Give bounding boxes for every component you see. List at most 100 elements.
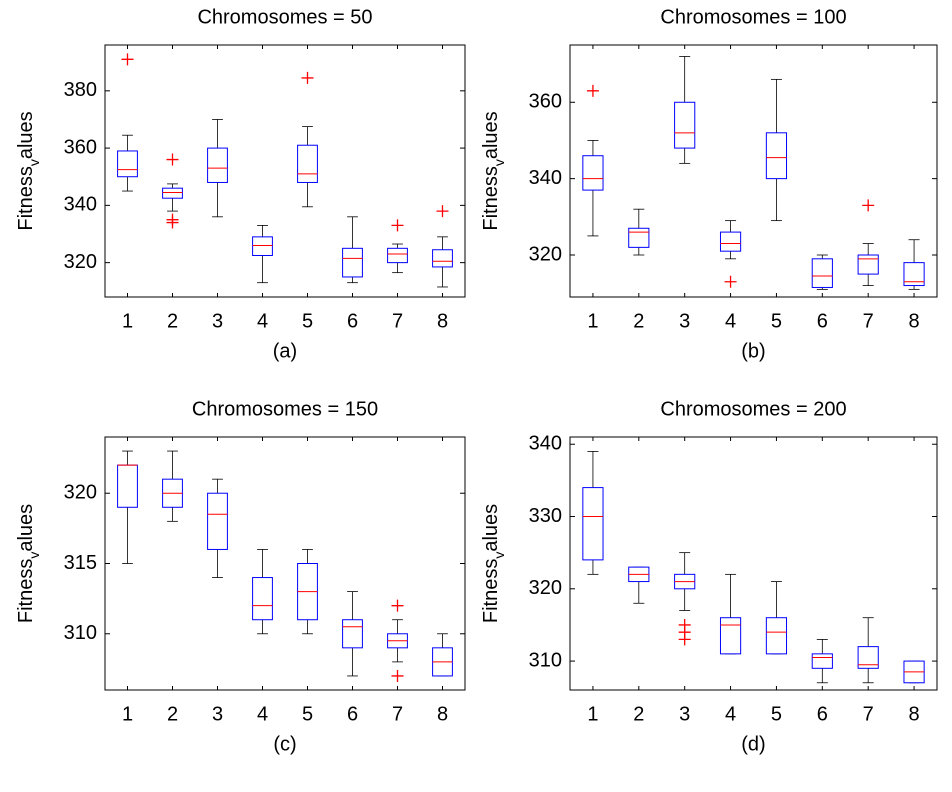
outlier	[301, 71, 314, 84]
caption: (b)	[741, 340, 765, 362]
x-tick-label: 5	[771, 310, 782, 332]
x-tick-label: 2	[633, 310, 644, 332]
box	[719, 617, 742, 655]
y-axis-label-part: v	[26, 552, 42, 559]
outlier	[166, 216, 179, 229]
y-tick-label: 320	[529, 243, 562, 265]
x-tick-label: 8	[437, 703, 448, 725]
y-tick-label: 310	[529, 649, 562, 671]
y-tick-label: 310	[64, 622, 97, 644]
box	[628, 227, 650, 248]
x-tick-label: 5	[302, 310, 313, 332]
x-tick-label: 4	[725, 310, 736, 332]
y-axis-label-part: Fitness	[480, 559, 502, 623]
x-tick-label: 4	[257, 703, 268, 725]
box	[432, 249, 453, 268]
box	[582, 487, 604, 561]
x-tick-label: 8	[909, 310, 920, 332]
box	[674, 101, 696, 149]
box	[387, 247, 408, 264]
outlier	[391, 599, 404, 612]
outlier	[724, 275, 737, 288]
x-tick-label: 5	[302, 703, 313, 725]
x-tick-label: 6	[817, 703, 828, 725]
x-tick-label: 1	[587, 310, 598, 332]
axes-frame	[104, 44, 466, 298]
box	[207, 492, 228, 550]
x-tick-label: 7	[863, 703, 874, 725]
x-tick-label: 3	[212, 310, 223, 332]
y-tick-label: 320	[64, 251, 97, 273]
x-tick-label: 5	[771, 703, 782, 725]
y-axis-label-part: alues	[480, 504, 502, 552]
caption: (a)	[273, 340, 297, 362]
box	[117, 464, 138, 508]
x-tick-label: 1	[122, 310, 133, 332]
y-tick-label: 360	[529, 91, 562, 113]
box	[162, 187, 183, 199]
x-tick-label: 7	[392, 310, 403, 332]
x-tick-label: 6	[347, 310, 358, 332]
outlier	[391, 669, 404, 682]
y-axis-label: Fitnessvalues	[480, 504, 506, 623]
panel: Chromosomes = 100 (b) Fitnessvalues 320 340 3…	[480, 6, 938, 362]
box	[765, 132, 788, 180]
panel-title: Chromosomes = 50	[197, 6, 372, 28]
y-tick-label: 340	[529, 167, 562, 189]
box	[719, 231, 742, 252]
outlier	[678, 633, 691, 646]
y-axis-label-part: alues	[15, 504, 37, 552]
panel-title: Chromosomes = 150	[192, 398, 378, 420]
y-axis-label-part: v	[491, 159, 507, 166]
box	[903, 262, 925, 287]
y-tick-label: 330	[529, 505, 562, 527]
y-axis-label-part: Fitness	[15, 166, 37, 230]
y-tick-label: 340	[529, 433, 562, 455]
panel-title: Chromosomes = 100	[660, 6, 846, 28]
caption: (d)	[741, 733, 765, 755]
box	[765, 617, 788, 655]
x-tick-label: 6	[817, 310, 828, 332]
y-tick-label: 320	[64, 482, 97, 504]
box	[582, 155, 604, 191]
y-tick-label: 360	[64, 136, 97, 158]
y-tick-label: 380	[64, 79, 97, 101]
box	[857, 646, 879, 669]
box	[811, 653, 833, 669]
box	[342, 619, 363, 649]
caption: (c)	[273, 733, 296, 755]
box	[207, 147, 228, 183]
x-tick-label: 8	[437, 310, 448, 332]
x-tick-label: 4	[725, 703, 736, 725]
box	[252, 236, 273, 256]
outlier	[391, 219, 404, 232]
axes-frame	[569, 436, 938, 691]
y-axis-label-part: Fitness	[15, 559, 37, 623]
outlier	[121, 53, 134, 66]
x-tick-label: 1	[587, 703, 598, 725]
x-tick-label: 7	[392, 703, 403, 725]
outlier	[166, 153, 179, 166]
outlier	[436, 205, 449, 218]
outlier	[862, 199, 875, 212]
y-axis-label: Fitnessvalues	[480, 111, 506, 230]
x-tick-label: 6	[347, 703, 358, 725]
y-axis-label-part: v	[26, 159, 42, 166]
x-tick-label: 1	[122, 703, 133, 725]
x-tick-label: 2	[633, 703, 644, 725]
y-tick-label: 315	[64, 552, 97, 574]
panel: Chromosomes = 50(a)Fitnessvalues32034036…	[15, 6, 466, 362]
axes-frame	[104, 436, 466, 691]
x-tick-label: 3	[679, 703, 690, 725]
box	[857, 254, 879, 275]
y-tick-label: 320	[529, 577, 562, 599]
panel: Chromosomes = 200 (d) Fitnessvalues 310 320 3…	[480, 398, 938, 755]
y-axis-label-part: alues	[480, 111, 502, 159]
box	[117, 150, 138, 178]
x-tick-label: 2	[167, 310, 178, 332]
y-axis-label: Fitnessvalues	[15, 111, 41, 230]
box	[342, 247, 363, 278]
x-tick-label: 8	[909, 703, 920, 725]
panel-title: Chromosomes = 200	[660, 398, 846, 420]
